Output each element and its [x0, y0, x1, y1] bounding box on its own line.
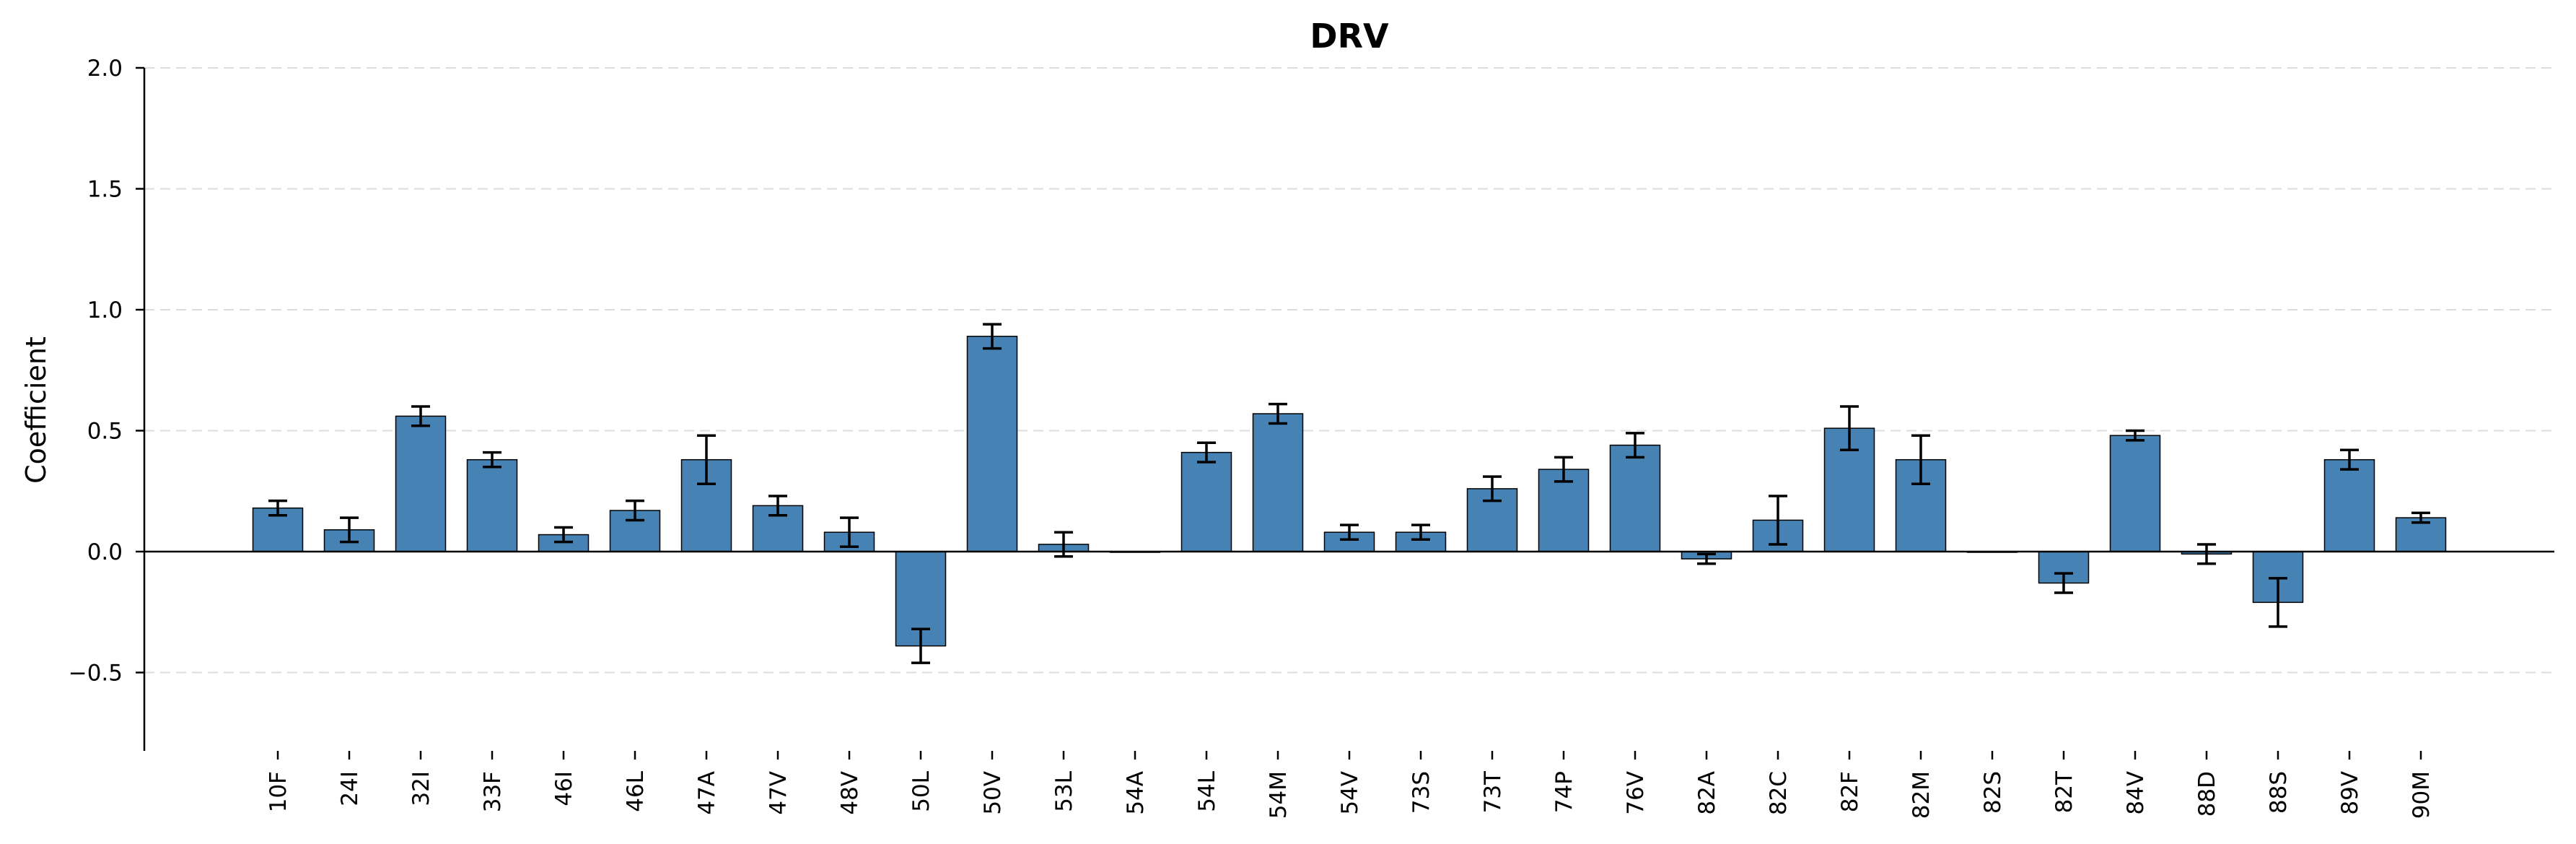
- x-tick-label: 46L: [623, 770, 649, 812]
- x-tick-label: 82T: [2051, 770, 2077, 813]
- error-bar: [554, 526, 573, 544]
- error-bar: [1269, 402, 1287, 425]
- bar: [1823, 427, 1875, 552]
- x-tick-label: 73S: [1409, 771, 1434, 814]
- error-bar: [1840, 405, 1859, 452]
- x-tick-label: 76V: [1623, 771, 1649, 815]
- error-bar: [840, 516, 859, 549]
- bar: [466, 458, 518, 552]
- error-bar: [340, 516, 359, 544]
- x-tick-label: 33F: [480, 771, 506, 812]
- x-tick-label: 32I: [408, 771, 434, 806]
- x-tick-label: 54V: [1337, 771, 1363, 815]
- bar: [1252, 413, 1304, 552]
- error-bar: [1626, 432, 1644, 459]
- x-tick-label: 84V: [2123, 771, 2149, 815]
- x-tick-label: 50L: [908, 770, 934, 812]
- y-tick-label: 0.0: [87, 539, 123, 565]
- bar: [1180, 451, 1232, 552]
- x-tick-label: 74P: [1551, 771, 1577, 813]
- x-tick-label: 54A: [1123, 771, 1149, 815]
- chart-title: DRV: [1310, 17, 1389, 56]
- error-bar: [2054, 572, 2073, 594]
- bar: [1609, 444, 1661, 552]
- error-bar: [2411, 511, 2430, 524]
- error-bar: [1911, 434, 1930, 485]
- error-bar: [911, 627, 930, 664]
- x-tick-label: 50V: [980, 771, 1006, 815]
- y-tick-label: 0.5: [87, 419, 123, 445]
- y-tick-label: −0.5: [69, 661, 123, 687]
- bars: [252, 336, 2447, 647]
- y-tick-label: 2.0: [87, 56, 123, 82]
- error-bar: [2126, 429, 2145, 442]
- x-tick-label: 48V: [837, 771, 863, 815]
- y-tick-label: 1.0: [87, 297, 123, 323]
- x-tick-label: 88S: [2266, 771, 2292, 814]
- error-bar: [1340, 523, 1359, 541]
- error-bar: [411, 405, 430, 427]
- x-tick-label: 88D: [2194, 771, 2220, 817]
- error-bar: [2340, 448, 2359, 471]
- error-bar: [2269, 577, 2287, 628]
- error-bar: [268, 499, 287, 517]
- x-tick-label: 82C: [1766, 771, 1792, 815]
- bar: [2323, 458, 2375, 552]
- gridlines: [144, 67, 2554, 674]
- bar: [966, 336, 1018, 552]
- x-axis-ticks: 10F 24I 32I 33F 46I 46L 47A 47V 48V 50L 50V 53L 54A 5…: [266, 751, 2435, 819]
- x-tick-label: 82S: [1980, 771, 2006, 814]
- error-bar: [697, 434, 716, 485]
- error-bar: [1697, 552, 1716, 565]
- y-tick-label: 1.5: [87, 177, 123, 203]
- x-tick-label: 90M: [2409, 771, 2435, 819]
- x-tick-label: 24I: [337, 771, 363, 806]
- x-tick-label: 47A: [694, 771, 720, 815]
- bar: [1538, 469, 1590, 552]
- x-tick-label: 54M: [1266, 771, 1292, 819]
- error-bar: [1411, 523, 1430, 541]
- error-bars: [268, 323, 2430, 664]
- error-bar: [2197, 543, 2216, 565]
- x-tick-label: 47V: [766, 771, 792, 815]
- error-bar: [1554, 456, 1573, 483]
- x-tick-label: 46I: [551, 771, 577, 806]
- x-tick-label: 82M: [1909, 771, 1935, 819]
- y-axis-ticks: −0.5 0.0 0.5 1.0 1.5 2.0: [69, 56, 144, 687]
- y-axis-label: Coefficient: [20, 336, 52, 484]
- error-bar: [626, 499, 644, 522]
- x-tick-label: 82F: [1837, 771, 1863, 812]
- x-tick-label: 53L: [1051, 770, 1077, 812]
- bar: [2109, 435, 2161, 552]
- error-bar: [483, 451, 501, 469]
- x-tick-label: 89V: [2337, 771, 2363, 815]
- x-tick-label: 73T: [1480, 770, 1506, 813]
- x-tick-label: 54L: [1194, 770, 1220, 812]
- x-tick-label: 10F: [266, 771, 292, 812]
- error-bar: [1483, 475, 1502, 503]
- error-bar: [768, 495, 787, 517]
- x-tick-label: 82A: [1694, 771, 1720, 815]
- bar: [395, 415, 447, 552]
- error-bar: [1197, 441, 1216, 464]
- error-bar: [1769, 495, 1787, 546]
- error-bar: [983, 323, 1002, 350]
